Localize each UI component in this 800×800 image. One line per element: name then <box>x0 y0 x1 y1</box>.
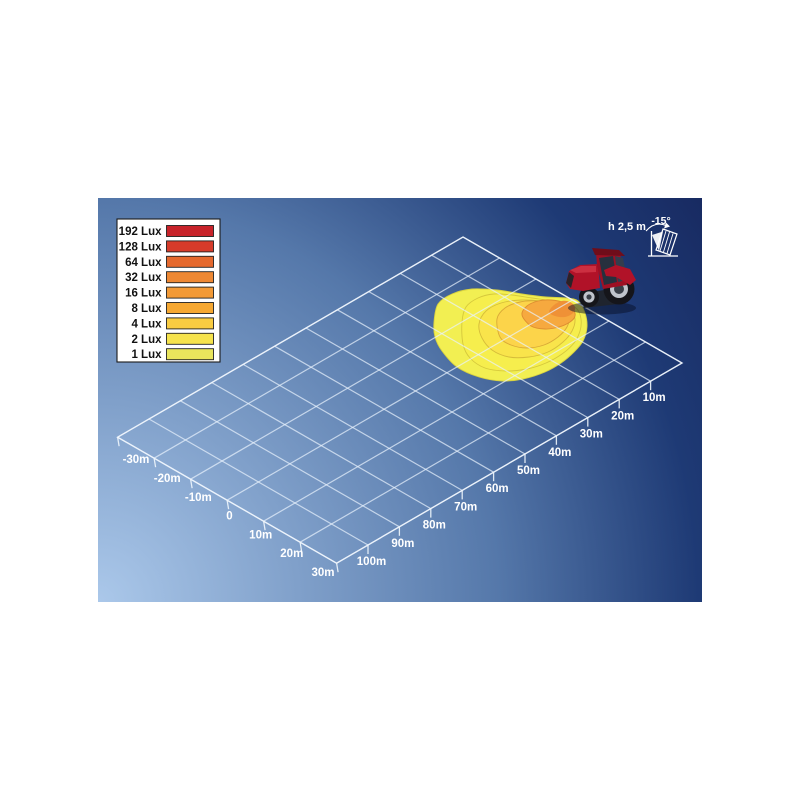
grid-line-lateral <box>263 320 610 522</box>
legend-label: 8 Lux <box>131 303 162 315</box>
lateral-axis-label: -30m <box>123 454 150 466</box>
tilt-angle-label: -15° <box>651 215 670 227</box>
legend-swatch <box>166 225 214 237</box>
distance-axis-label: 30m <box>580 429 603 441</box>
lateral-axis-label: -20m <box>154 473 181 485</box>
distance-axis-label: 100m <box>357 556 386 568</box>
lamp-icon-arrowhead <box>664 222 670 229</box>
legend-label: 64 Lux <box>125 257 162 269</box>
lux-legend: 192 Lux 128 Lux 64 Lux 32 Lux 16 Lux 8 Lux 4 L… <box>116 218 221 363</box>
beam-pattern <box>433 288 588 382</box>
distance-axis-label: 40m <box>548 447 571 459</box>
distance-axis-label: 50m <box>517 465 540 477</box>
lamp-icon-hatch <box>659 230 667 252</box>
legend-row: 16 Lux <box>125 286 214 300</box>
lateral-axis-tick <box>262 521 266 531</box>
lateral-axis-tick <box>153 458 157 468</box>
lateral-axis-label: -10m <box>185 492 212 504</box>
tractor-fender <box>604 265 636 285</box>
legend-swatch <box>166 317 214 330</box>
legend-row: 64 Lux <box>125 255 214 269</box>
lateral-axis-tick <box>299 542 303 552</box>
tractor-hood-highlight <box>570 266 596 273</box>
legend-row: 32 Lux <box>125 271 214 284</box>
lamp-icon-hatch <box>666 233 674 254</box>
grid-line-lateral <box>299 341 646 543</box>
legend-row: 4 Lux <box>131 317 214 330</box>
grid-line-lateral <box>190 278 537 480</box>
distance-axis-label: 20m <box>611 410 634 422</box>
legend-row: 1 Lux <box>131 348 214 361</box>
legend-swatch <box>166 332 214 345</box>
distance-axis-label: 90m <box>391 538 414 550</box>
legend-label: 2 Lux <box>131 334 162 346</box>
lateral-axis-tick <box>189 479 193 489</box>
grid-line-lateral <box>226 299 573 501</box>
lamp-annotation: h 2,5 m -15° <box>608 215 671 233</box>
lateral-axis-label: 10m <box>249 529 272 541</box>
grid-line-lateral <box>153 257 500 459</box>
legend-label: 4 Lux <box>131 318 162 330</box>
lamp-icon-angle-arc <box>645 223 667 232</box>
legend-row: 128 Lux <box>119 240 214 253</box>
distance-axis-label: 10m <box>643 392 666 404</box>
legend-row: 2 Lux <box>131 332 214 346</box>
legend-label: 192 Lux <box>119 226 162 238</box>
lateral-axis-tick <box>226 500 230 510</box>
lamp-icon-bracket <box>652 231 663 251</box>
legend-swatch <box>166 348 214 361</box>
tractor-illustration <box>566 248 636 315</box>
legend-swatch <box>166 240 214 253</box>
legend-swatch <box>166 302 214 314</box>
distance-axis-label: 60m <box>486 483 509 495</box>
legend-row: 8 Lux <box>131 302 214 315</box>
lamp-icon-hatch <box>663 231 670 253</box>
tractor-grille <box>566 272 574 288</box>
tractor-roof <box>592 248 625 256</box>
legend-swatch <box>166 271 214 284</box>
legend-label: 16 Lux <box>125 288 162 300</box>
distance-axis-label: 80m <box>423 520 446 532</box>
legend-label: 32 Lux <box>125 272 162 284</box>
legend-swatch <box>166 286 214 299</box>
mounting-height-label: h 2,5 m <box>608 221 646 233</box>
tractor-front-hub <box>586 294 592 300</box>
legend-label: 1 Lux <box>131 349 162 361</box>
legend-label: 128 Lux <box>119 241 162 253</box>
lateral-axis-label: 20m <box>280 548 303 560</box>
axis-labels: -30m -20m -10m 0 10m 20m 30m 10m 20m 30m 40m 50m 60m… <box>116 381 666 579</box>
lateral-axis-label: 30m <box>311 567 334 579</box>
lateral-axis-tick <box>335 563 339 573</box>
beam-contour-32lux <box>548 300 576 318</box>
legend-swatch <box>166 255 214 268</box>
lamp-tilt-icon <box>645 222 678 257</box>
lateral-axis-tick <box>116 437 120 447</box>
legend-row: 192 Lux <box>119 225 214 238</box>
distance-axis-label: 70m <box>454 501 477 513</box>
lateral-axis-label: 0 <box>226 511 232 523</box>
